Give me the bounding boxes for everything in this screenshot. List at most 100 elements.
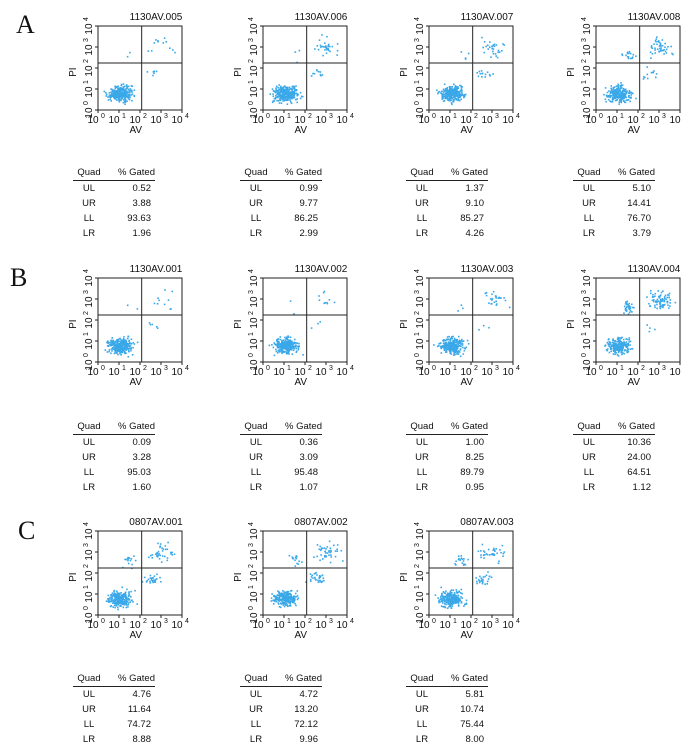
scatter-point (489, 46, 491, 48)
scatter-point (491, 297, 494, 300)
scatter-point (320, 46, 322, 48)
scatter-point (277, 99, 280, 102)
y-tick-exponent: 1 (83, 585, 90, 589)
scatter-point (489, 41, 491, 43)
scatter-point (161, 550, 164, 552)
scatter-point (288, 86, 291, 89)
scatter-point (454, 96, 456, 98)
scatter-point (126, 85, 128, 88)
scatter-point (128, 96, 130, 99)
scatter-point (493, 301, 496, 303)
scatter-point (123, 342, 126, 345)
quad-name: UL (415, 183, 429, 194)
x-tick-exponent: 2 (308, 113, 312, 120)
scatter-point (275, 85, 278, 88)
scatter-point (656, 43, 658, 46)
y-tick-exponent: 1 (248, 585, 255, 589)
scatter-point (170, 553, 172, 555)
scatter-point (124, 101, 127, 103)
scatter-point (287, 593, 290, 595)
scatter-point (123, 341, 126, 344)
scatter-point (620, 84, 623, 86)
scatter-point (449, 339, 452, 341)
scatter-point (302, 354, 304, 356)
scatter-point (126, 588, 128, 591)
scatter-point (490, 553, 493, 556)
scatter-point (285, 90, 287, 93)
scatter-point (290, 102, 293, 105)
scatter-point (112, 600, 114, 602)
scatter-point (286, 337, 288, 340)
scatter-point (122, 88, 125, 90)
x-tick-exponent: 0 (101, 113, 105, 120)
scatter-point (497, 297, 500, 299)
scatter-point (437, 597, 439, 599)
scatter-point (285, 593, 287, 596)
scatter-point (288, 91, 290, 93)
scatter-point (288, 597, 291, 600)
scatter-point (611, 99, 614, 101)
scatter-point (632, 53, 635, 56)
gated-value: 13.20 (294, 704, 318, 715)
scatter-point (611, 345, 614, 347)
scatter-point (659, 303, 661, 305)
scatter-point (173, 553, 176, 555)
scatter-point (148, 556, 150, 559)
x-tick-exponent: 1 (287, 113, 291, 120)
quad-name: LR (249, 228, 263, 239)
y-tick-label: 10 (249, 107, 260, 119)
scatter-point (446, 599, 448, 601)
scatter-point (274, 596, 277, 599)
y-tick-label: 10 (582, 65, 593, 77)
scatter-point (466, 339, 469, 342)
scatter-point (133, 89, 136, 91)
scatter-point (443, 602, 446, 605)
scatter-point (453, 340, 455, 343)
scatter-point (445, 351, 448, 353)
x-tick-exponent: 4 (350, 365, 354, 372)
scatter-point (482, 578, 484, 581)
x-tick-label: 10 (627, 367, 639, 378)
scatter-point (476, 582, 478, 585)
scatter-point (325, 555, 327, 558)
scatter-point (317, 48, 320, 51)
scatter-point (457, 601, 460, 604)
scatter-point (446, 338, 449, 341)
scatter-point (669, 302, 671, 304)
scatter-point (120, 83, 123, 86)
scatter-point (453, 343, 456, 345)
x-tick-exponent: 1 (287, 365, 291, 372)
scatter-point (274, 599, 277, 601)
scatter-point (277, 86, 279, 89)
scatter-point (467, 558, 469, 561)
scatter-point (121, 89, 123, 92)
scatter-point (443, 344, 445, 346)
scatter-point (495, 55, 497, 57)
scatter-point (115, 90, 117, 92)
scatter-point (456, 91, 459, 94)
scatter-point (481, 543, 484, 546)
quadrant-row: UR 3.09 (240, 450, 322, 465)
scatter-point (107, 342, 110, 344)
scatter-point (286, 336, 288, 338)
scatter-point (275, 94, 277, 97)
scatter-point (283, 91, 286, 93)
scatter-point (122, 603, 125, 606)
scatter-point (456, 596, 459, 599)
scatter-point (446, 89, 448, 92)
scatter-point (123, 345, 126, 348)
scatter-point (438, 600, 440, 602)
scatter-point (327, 47, 329, 50)
gated-value: 4.72 (299, 689, 319, 700)
scatter-point (159, 545, 161, 547)
scatter-point (625, 309, 628, 311)
gated-value: 1.07 (299, 482, 319, 493)
scatter-point (433, 344, 435, 346)
scatter-point (660, 48, 662, 51)
scatter-point (162, 42, 165, 44)
scatter-point (156, 552, 159, 554)
y-axis-label: PI (399, 67, 410, 76)
scatter-point (487, 571, 489, 573)
